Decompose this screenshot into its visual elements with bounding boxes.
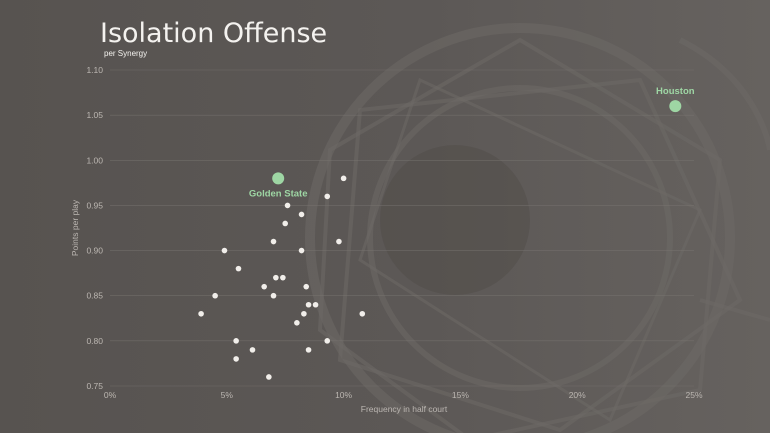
data-point — [324, 193, 331, 200]
data-point — [284, 202, 291, 209]
y-tick-label: 0.90 — [86, 246, 103, 256]
data-point — [233, 356, 239, 362]
y-tick-label: 0.95 — [86, 200, 103, 210]
data-point — [298, 211, 305, 218]
data-point — [270, 238, 277, 245]
data-point — [305, 347, 312, 353]
data-point — [270, 292, 277, 299]
x-tick-label: 15% — [452, 390, 469, 400]
data-point — [198, 310, 204, 317]
highlighted-point — [669, 100, 682, 113]
point-label: Houston — [656, 86, 695, 97]
data-point — [282, 220, 289, 227]
data-points — [198, 175, 366, 380]
data-point — [233, 338, 239, 344]
data-point — [280, 274, 286, 281]
x-tick-label: 25% — [685, 390, 702, 400]
x-tick-label: 10% — [335, 390, 352, 400]
y-tick-label: 0.75 — [86, 381, 103, 391]
data-point — [340, 175, 347, 182]
highlighted-points: Houston Golden State — [249, 86, 695, 199]
y-tick-label: 1.05 — [86, 110, 103, 120]
data-point — [249, 347, 256, 353]
x-axis-ticks: 0% 5% 10% 15% 20% 25% — [104, 390, 703, 400]
data-point — [359, 310, 366, 317]
gridlines — [110, 69, 694, 387]
data-point — [336, 238, 342, 245]
point-label: Golden State — [249, 188, 308, 199]
data-point — [273, 274, 279, 281]
y-tick-label: 1.10 — [86, 65, 103, 75]
x-axis-label: Frequency in half court — [361, 404, 448, 414]
highlighted-point — [272, 172, 285, 185]
y-axis-ticks: 0.75 0.80 0.85 0.90 0.95 1.00 1.05 1.10 — [86, 65, 103, 391]
data-point — [261, 283, 267, 290]
x-tick-label: 20% — [569, 390, 586, 400]
data-point — [294, 320, 300, 326]
data-point — [305, 301, 312, 308]
x-tick-label: 0% — [104, 390, 117, 400]
data-point — [212, 292, 218, 299]
data-point — [303, 283, 310, 290]
data-point — [301, 310, 307, 317]
y-tick-label: 0.80 — [86, 336, 103, 346]
data-point — [235, 265, 242, 272]
y-tick-label: 1.00 — [86, 155, 103, 165]
background-emblem — [305, 23, 770, 433]
chart-subtitle: per Synergy — [104, 49, 147, 58]
data-point — [266, 374, 272, 380]
data-point — [312, 301, 319, 308]
data-point — [298, 247, 305, 254]
x-tick-label: 5% — [221, 390, 234, 400]
data-point — [221, 247, 228, 254]
data-point — [324, 338, 331, 344]
chart-title: Isolation Offense — [100, 18, 327, 49]
y-tick-label: 0.85 — [86, 291, 103, 301]
y-axis-label: Points per play — [70, 199, 80, 256]
